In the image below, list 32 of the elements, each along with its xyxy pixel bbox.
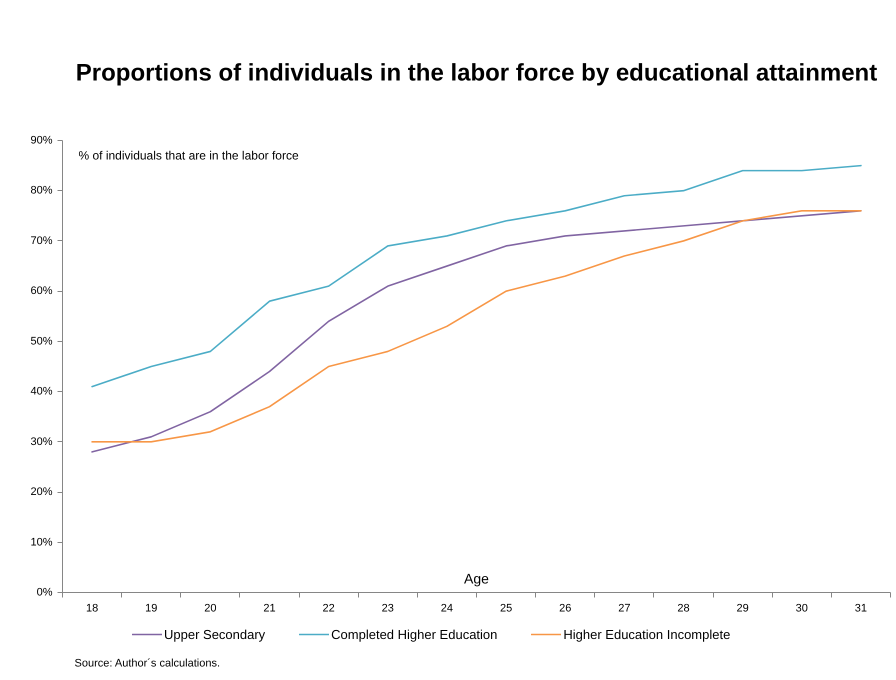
line-series [91, 164, 862, 388]
source-note: Source: Author´s calculations. [74, 658, 220, 670]
y-tick-label: 80% [30, 184, 53, 197]
y-tick-label: 20% [30, 486, 53, 498]
x-tick-label: 18 [86, 602, 98, 614]
y-tick-label: 40% [30, 386, 53, 398]
legend-label: Higher Education Incomplete [563, 626, 730, 642]
y-tick-label: 60% [30, 285, 53, 298]
annotation: % of individuals that are in the labor force [78, 148, 299, 162]
x-tick-label: 23 [382, 602, 394, 614]
x-tick-label: 28 [677, 602, 690, 614]
x-tick-label: 22 [322, 602, 335, 614]
y-tick-label: 70% [30, 234, 53, 247]
x-tick-label: 29 [736, 602, 749, 614]
y-tick-label: 0% [36, 586, 53, 598]
x-axis-title: Age [464, 570, 490, 586]
x-tick-label: 26 [559, 602, 572, 614]
x-tick-label: 25 [500, 602, 512, 614]
x-tick-label: 24 [440, 602, 454, 614]
legend-label: Completed Higher Education [331, 626, 498, 642]
y-tick-label: 30% [30, 436, 53, 448]
x-tick-label: 19 [145, 602, 158, 614]
x-tick-label: 20 [204, 602, 216, 614]
x-tick-label: 27 [618, 602, 630, 614]
legend-label: Upper Secondary [164, 626, 266, 642]
y-tick-label: 90% [30, 134, 53, 146]
x-tick-label: 31 [854, 602, 868, 614]
chart-title: Proportions of individuals in the labor force by educational attainment [76, 60, 878, 86]
y-tick-label: 10% [30, 536, 53, 548]
x-tick-label: 21 [263, 602, 276, 614]
y-tick-label: 50% [30, 335, 53, 348]
x-tick-label: 30 [796, 602, 808, 614]
